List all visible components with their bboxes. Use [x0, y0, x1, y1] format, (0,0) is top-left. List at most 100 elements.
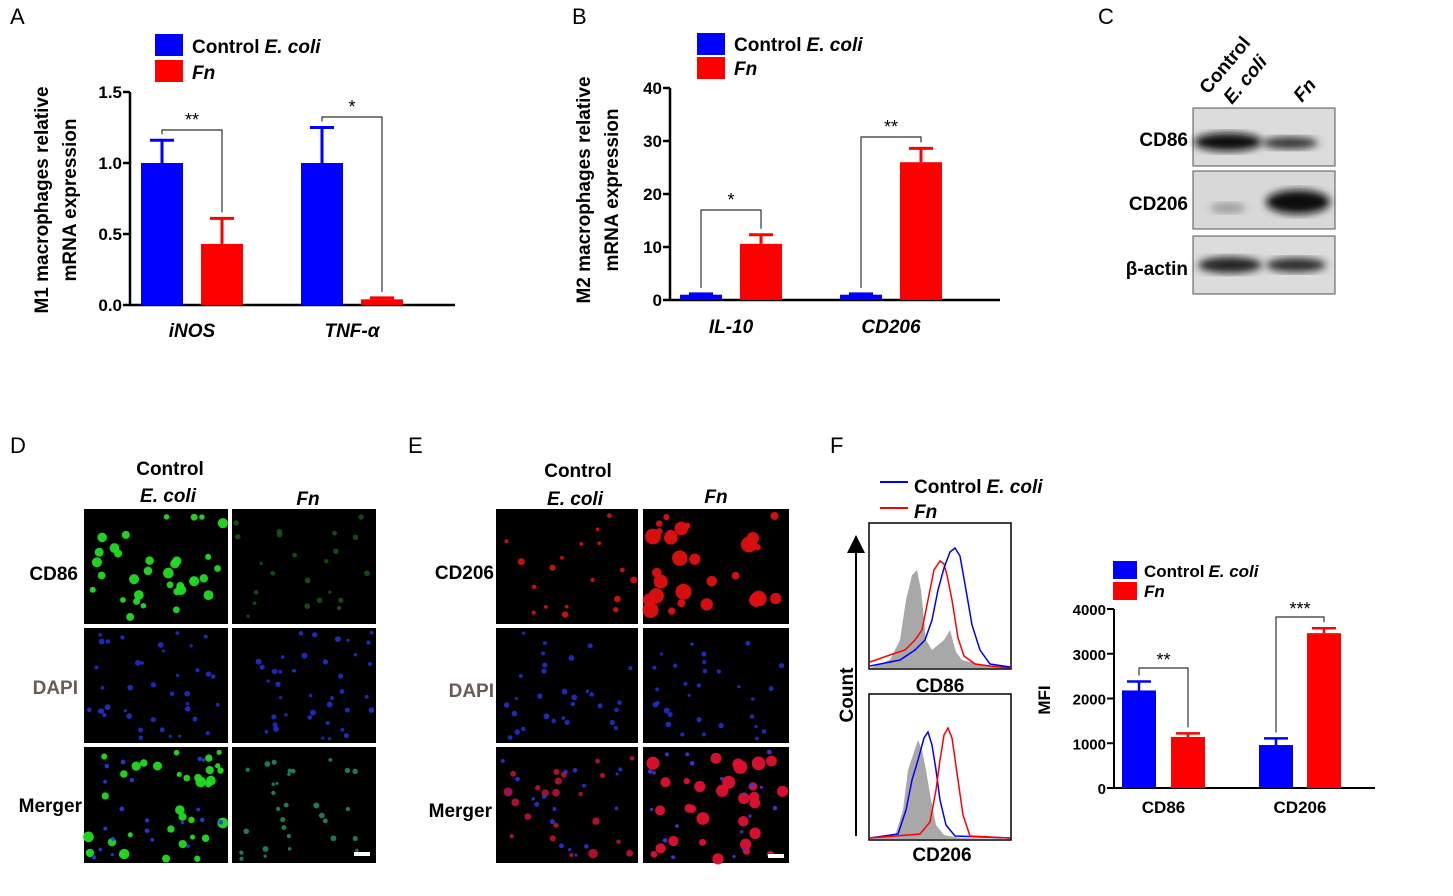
- micro-col-control-line2: E. coli: [140, 486, 197, 507]
- cell-dot: [153, 761, 162, 771]
- cell-dot: [336, 605, 342, 611]
- panel-letter-a: A: [10, 4, 25, 29]
- nucleus-dot: [196, 807, 201, 812]
- cell-dot: [91, 557, 102, 568]
- cell-dot: [553, 822, 559, 828]
- nucleus-dot: [748, 814, 752, 818]
- nucleus-dot: [98, 847, 103, 852]
- bar: [900, 162, 942, 300]
- nucleus-dot: [273, 726, 280, 732]
- nucleus-dot: [271, 714, 277, 720]
- cell-dot: [280, 817, 286, 823]
- cell-dot: [259, 561, 263, 566]
- cell-dot: [738, 816, 749, 827]
- nucleus-dot: [98, 638, 105, 645]
- nucleus-dot: [574, 853, 578, 857]
- nucleus-dot: [322, 659, 329, 665]
- nucleus-dot: [91, 855, 97, 860]
- bar: [680, 294, 722, 300]
- cell-dot: [214, 763, 221, 769]
- nucleus-dot: [103, 779, 107, 784]
- bar: [361, 299, 403, 305]
- nucleus-dot: [690, 642, 694, 647]
- x-category-label: TNF-α: [324, 321, 380, 342]
- cell-dot: [316, 597, 323, 604]
- nucleus-dot: [140, 661, 144, 665]
- cell-dot: [120, 770, 128, 778]
- nucleus-dot: [652, 771, 656, 775]
- nucleus-dot: [189, 644, 193, 648]
- nucleus-dot: [105, 706, 109, 710]
- cell-dot: [216, 749, 222, 755]
- cell-dot: [233, 520, 239, 526]
- bar: [740, 243, 782, 300]
- cell-dot: [699, 838, 707, 846]
- cell-dot: [740, 838, 752, 850]
- significance-label: ***: [1289, 599, 1310, 619]
- nucleus-dot: [103, 826, 108, 831]
- bar: [1171, 736, 1205, 788]
- cell-dot: [655, 805, 666, 816]
- nucleus-dot: [665, 721, 672, 728]
- cell-dot: [668, 835, 679, 847]
- cell-dot: [517, 558, 525, 566]
- nucleus-dot: [264, 729, 269, 734]
- nucleus-dot: [138, 735, 144, 741]
- cell-dot: [163, 567, 174, 579]
- nucleus-dot: [582, 783, 586, 788]
- legend-swatch-fn: [697, 57, 725, 79]
- cell-dot: [283, 802, 289, 808]
- cell-dot: [189, 834, 196, 840]
- nucleus-dot: [761, 729, 767, 734]
- significance-bracket: [321, 116, 383, 292]
- micro-col-control-line1: Control: [136, 459, 204, 480]
- micro-row-label: DAPI: [449, 681, 494, 702]
- nucleus-dot: [127, 684, 134, 691]
- nucleus-dot: [671, 855, 676, 860]
- x-category-label: CD86: [1142, 798, 1185, 817]
- cell-dot: [630, 576, 638, 584]
- nucleus-dot: [94, 665, 99, 670]
- cell-dot: [290, 768, 296, 774]
- nucleus-dot: [587, 643, 593, 649]
- histogram-cd206-label: CD206: [912, 845, 971, 866]
- nucleus-dot: [325, 720, 330, 726]
- nucleus-dot: [326, 701, 333, 708]
- nucleus-dot: [272, 722, 278, 728]
- cell-dot: [199, 514, 205, 520]
- legend-swatch-control: [697, 33, 725, 55]
- nucleus-dot: [518, 674, 523, 679]
- cell-dot: [675, 583, 692, 600]
- cell-dot: [205, 553, 212, 560]
- panel-letter-f: F: [830, 433, 843, 458]
- cell-dot: [264, 761, 271, 767]
- nucleus-dot: [511, 710, 518, 717]
- nucleus-dot: [597, 703, 603, 709]
- cell-dot: [689, 553, 701, 565]
- nucleus-dot: [649, 807, 654, 811]
- x-category-label: CD206: [861, 317, 921, 338]
- cell-dot: [559, 555, 564, 560]
- cell-dot: [738, 792, 750, 805]
- histogram-cd86-label: CD86: [916, 676, 965, 697]
- y-tick-label: 40: [643, 79, 662, 98]
- nucleus-dot: [185, 702, 190, 706]
- cell-dot: [364, 570, 370, 577]
- cell-dot: [194, 855, 201, 862]
- bar: [201, 243, 243, 305]
- nucleus-dot: [340, 727, 345, 732]
- nucleus-dot: [301, 652, 308, 659]
- micro-row-label: Merger: [19, 796, 83, 817]
- micro-col-control-line1: Control: [544, 461, 612, 482]
- cell-dot: [203, 590, 214, 601]
- nucleus-dot: [119, 806, 125, 812]
- micro-image-merge-fn: [232, 747, 376, 863]
- nucleus-dot: [344, 707, 350, 713]
- cell-dot: [175, 805, 185, 815]
- cell-dot: [199, 574, 209, 583]
- cell-dot: [120, 597, 126, 603]
- legend-label-control: Control: [734, 35, 802, 56]
- nucleus-dot: [742, 792, 747, 796]
- cell-dot: [287, 768, 293, 773]
- panel-letter-e: E: [408, 433, 423, 458]
